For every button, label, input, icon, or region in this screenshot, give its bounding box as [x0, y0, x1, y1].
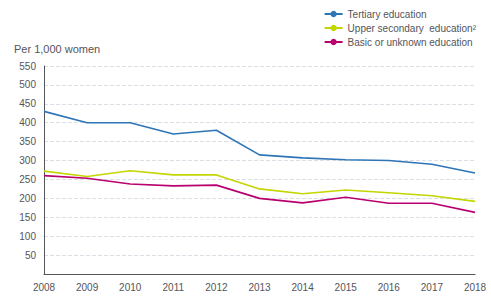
svg-text:250: 250	[19, 174, 36, 185]
svg-text:2017: 2017	[421, 282, 444, 293]
svg-text:Tertiary education: Tertiary education	[348, 9, 427, 20]
svg-text:2013: 2013	[248, 282, 271, 293]
svg-text:550: 550	[19, 61, 36, 72]
svg-text:Basic or unknown education: Basic or unknown education	[348, 37, 473, 48]
svg-text:2010: 2010	[119, 282, 142, 293]
svg-text:2011: 2011	[163, 282, 185, 293]
svg-text:450: 450	[19, 98, 36, 109]
svg-text:200: 200	[19, 193, 36, 204]
svg-text:100: 100	[19, 231, 36, 242]
svg-text:2012: 2012	[205, 282, 228, 293]
svg-text:Per 1,000 women: Per 1,000 women	[14, 43, 100, 55]
svg-text:2016: 2016	[378, 282, 401, 293]
svg-text:400: 400	[19, 117, 36, 128]
svg-text:50: 50	[25, 250, 37, 261]
svg-text:2015: 2015	[335, 282, 358, 293]
svg-text:300: 300	[19, 155, 36, 166]
svg-text:2014: 2014	[291, 282, 314, 293]
svg-text:2018: 2018	[464, 282, 487, 293]
svg-text:Upper secondary education²: Upper secondary education²	[348, 23, 477, 34]
svg-text:500: 500	[19, 79, 36, 90]
svg-text:2009: 2009	[76, 282, 99, 293]
svg-text:2008: 2008	[33, 282, 56, 293]
svg-text:350: 350	[19, 136, 36, 147]
svg-text:150: 150	[19, 212, 36, 223]
